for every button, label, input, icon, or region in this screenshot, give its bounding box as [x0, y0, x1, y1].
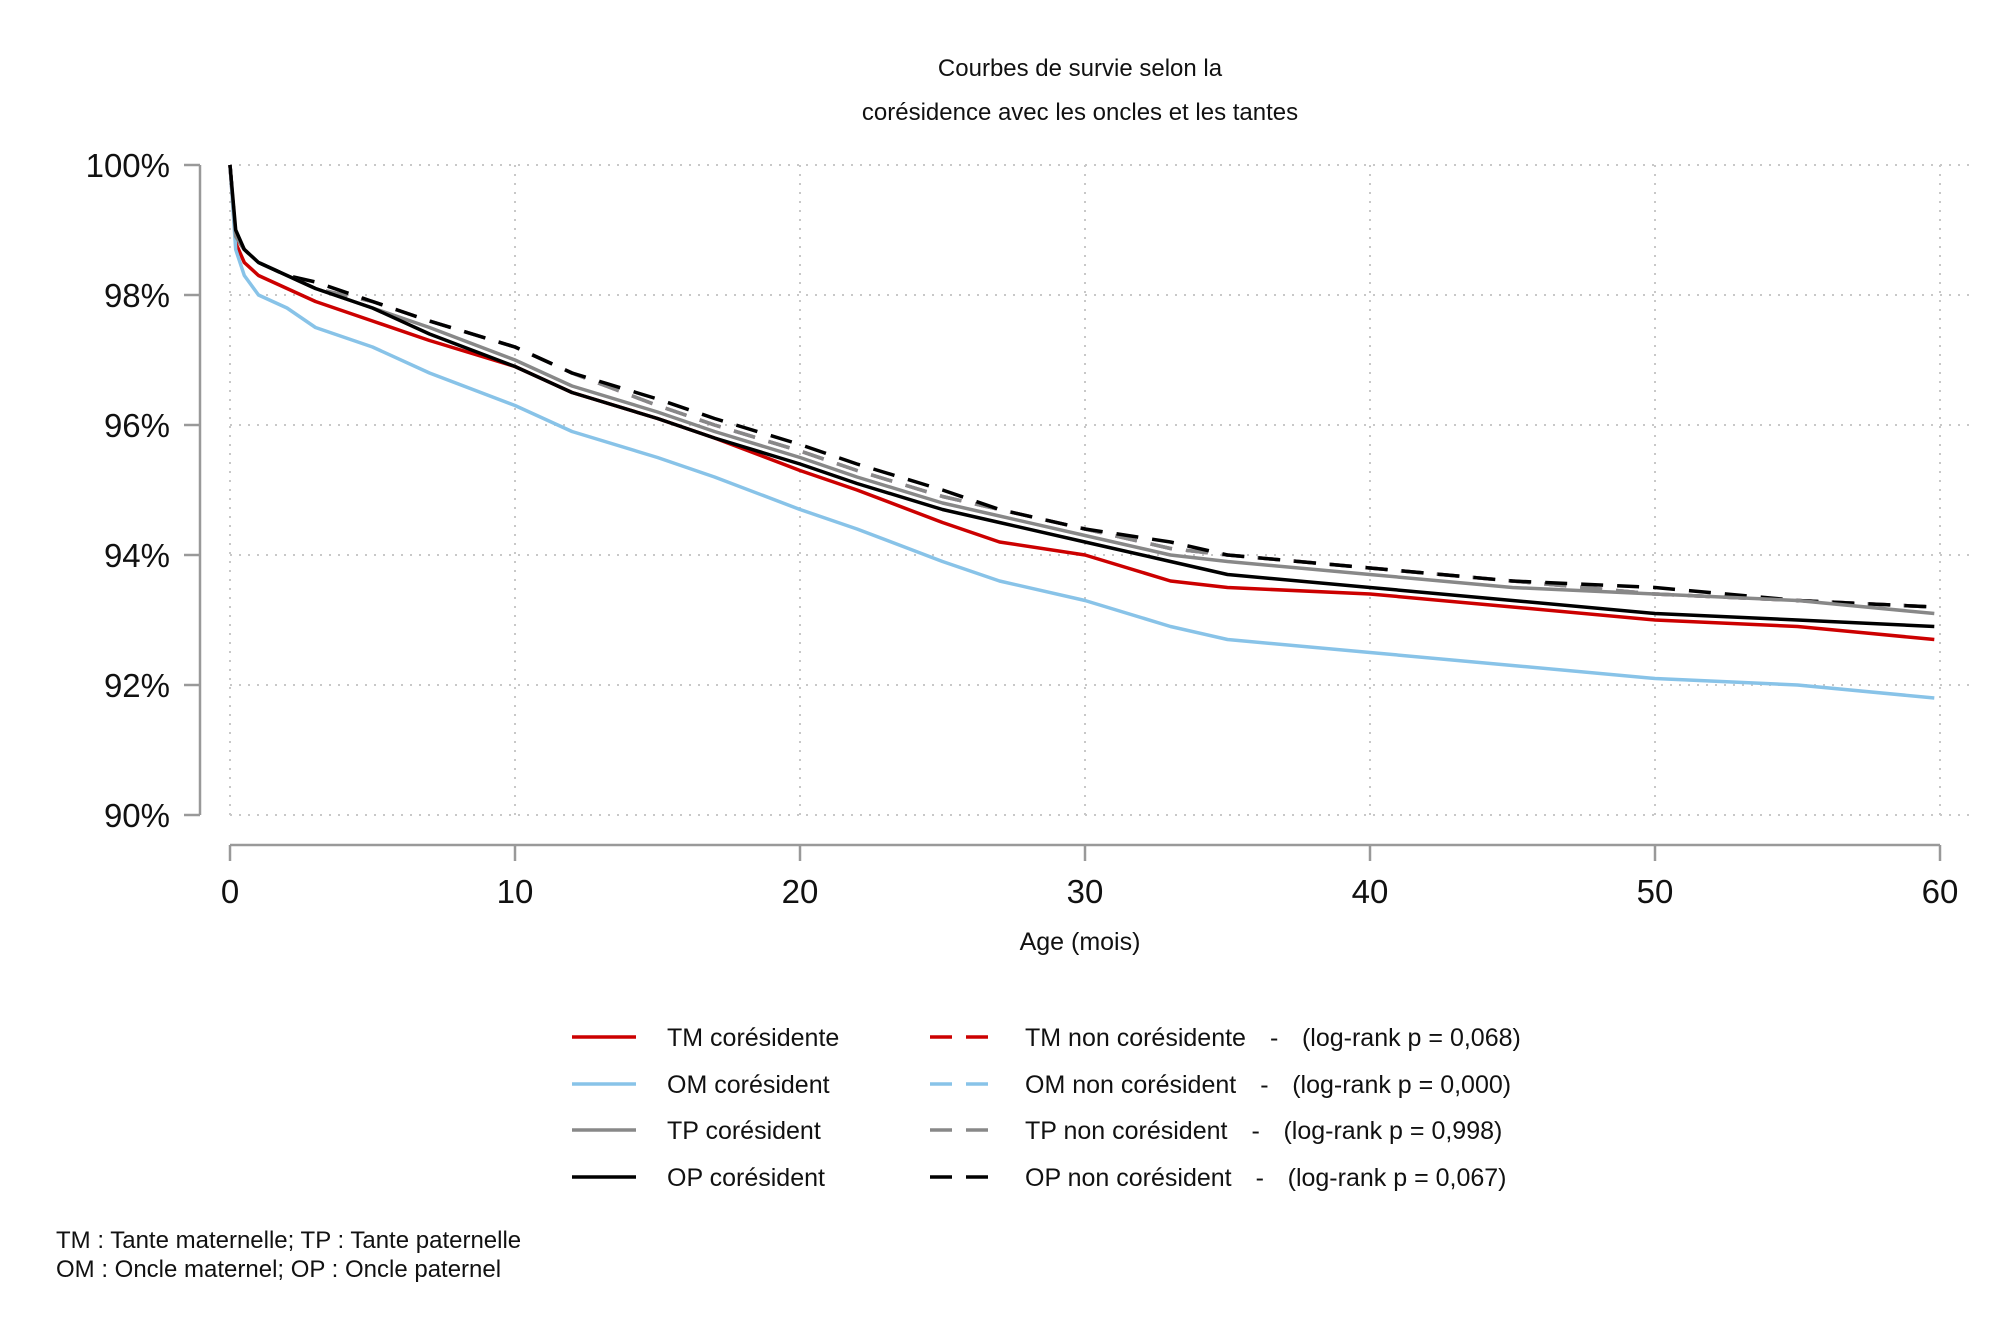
legend-label-op-non-coresident: OP non corésident — [1025, 1164, 1232, 1192]
y-tick-label-98: 98% — [104, 277, 170, 314]
legend-label-om-coresident: OM corésident — [667, 1071, 830, 1099]
series-line-om-coresident — [228, 164, 1935, 700]
note-line-1: TM : Tante maternelle; TP : Tante patern… — [56, 1227, 521, 1254]
x-tick-label-40: 40 — [1352, 873, 1389, 910]
x-tick-label-0: 0 — [221, 873, 239, 910]
series-line-tp-coresident — [228, 164, 1935, 616]
legend-separator: - — [1256, 1164, 1264, 1192]
legend-logrank-om-non-coresident: (log-rank p = 0,000) — [1292, 1071, 1511, 1099]
note-line-2: OM : Oncle maternel; OP : Oncle paternel — [56, 1256, 501, 1283]
grid — [229, 164, 1970, 816]
x-tick-label-30: 30 — [1067, 873, 1104, 910]
x-tick-label-10: 10 — [497, 873, 534, 910]
legend-logrank-tm-non-coresidente: (log-rank p = 0,068) — [1302, 1024, 1521, 1052]
y-tick-label-94: 94% — [104, 537, 170, 574]
series-line-op-coresident — [228, 164, 1935, 629]
legend-separator: - — [1260, 1071, 1268, 1099]
x-tick-label-20: 20 — [782, 873, 819, 910]
series-group — [228, 164, 1935, 700]
series-line-tm-coresidente — [228, 164, 1935, 642]
legend-label-tp-coresident: TP corésident — [667, 1117, 821, 1145]
y-tick-label-90: 90% — [104, 797, 170, 834]
legend-separator: - — [1270, 1024, 1278, 1052]
legend-label-tm-non-coresidente: TM non corésidente — [1025, 1024, 1246, 1052]
legend-label-om-non-coresident: OM non corésident — [1025, 1071, 1236, 1099]
y-tick-label-96: 96% — [104, 407, 170, 444]
y-tick-label-92: 92% — [104, 667, 170, 704]
series-line-op-non-coresident — [228, 164, 1935, 609]
legend-label-tp-non-coresident: TP non corésident — [1025, 1117, 1227, 1145]
legend-separator: - — [1251, 1117, 1259, 1145]
legend: TM corésidente OM corésident TP corésident… — [572, 1024, 1521, 1192]
x-tick-label-60: 60 — [1922, 873, 1959, 910]
legend-logrank-tp-non-coresident: (log-rank p = 0,998) — [1283, 1117, 1502, 1145]
y-tick-label-100: 100% — [86, 147, 170, 184]
chart-title-line-2: corésidence avec les oncles et les tante… — [862, 99, 1298, 126]
x-tick-label-50: 50 — [1637, 873, 1674, 910]
legend-logrank-op-non-coresident: (log-rank p = 0,067) — [1288, 1164, 1507, 1192]
legend-label-tm-coresidente: TM corésidente — [667, 1024, 839, 1052]
legend-label-op-coresident: OP corésident — [667, 1164, 825, 1192]
axes: 90% 92% 94% 96% 98% 100% 0 10 20 30 40 50 60 — [86, 147, 1959, 910]
chart-title-line-1: Courbes de survie selon la — [938, 55, 1223, 82]
x-axis-label: Age (mois) — [1020, 928, 1141, 956]
